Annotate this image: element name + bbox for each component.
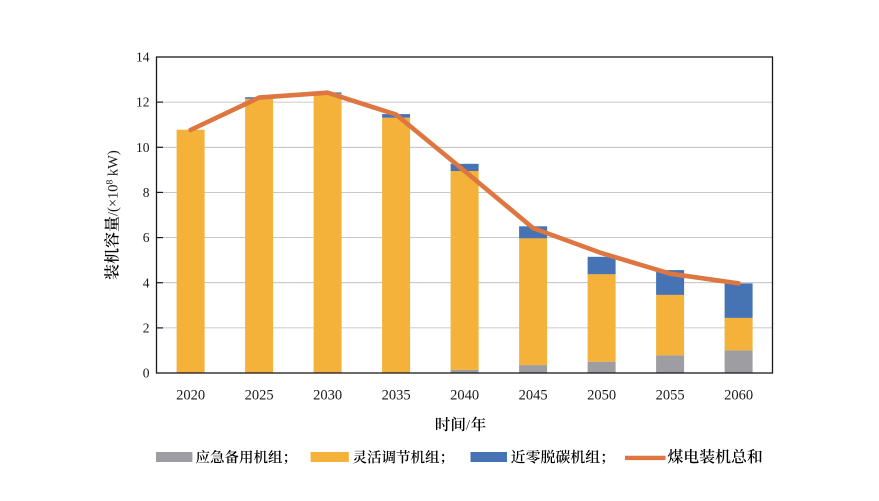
- svg-text:12: 12: [136, 95, 150, 110]
- svg-text:0: 0: [143, 366, 150, 381]
- svg-text:2: 2: [143, 321, 150, 336]
- svg-text:14: 14: [136, 50, 150, 65]
- svg-text:2055: 2055: [656, 388, 685, 404]
- svg-text:6: 6: [143, 230, 150, 245]
- svg-text:8: 8: [143, 185, 150, 200]
- svg-text:10: 10: [136, 140, 150, 155]
- svg-text:2030: 2030: [313, 388, 342, 404]
- svg-text:2035: 2035: [382, 388, 411, 404]
- svg-text:/(×108 kW): /(×108 kW): [105, 150, 121, 216]
- svg-text:2020: 2020: [176, 388, 205, 404]
- svg-text:2025: 2025: [245, 388, 274, 404]
- svg-text:2050: 2050: [587, 388, 616, 404]
- svg-text:2045: 2045: [519, 388, 548, 404]
- svg-text:2040: 2040: [450, 388, 479, 404]
- svg-text:4: 4: [143, 275, 150, 290]
- svg-text:2060: 2060: [724, 388, 753, 404]
- svg-text:/: /: [466, 418, 471, 434]
